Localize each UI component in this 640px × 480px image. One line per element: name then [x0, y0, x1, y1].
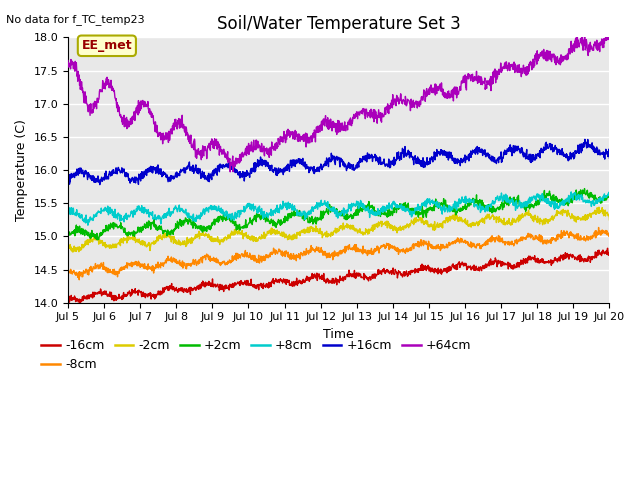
X-axis label: Time: Time	[323, 328, 354, 341]
Y-axis label: Temperature (C): Temperature (C)	[15, 119, 28, 221]
Text: EE_met: EE_met	[81, 39, 132, 52]
Title: Soil/Water Temperature Set 3: Soil/Water Temperature Set 3	[217, 15, 461, 33]
Text: No data for f_TC_temp23: No data for f_TC_temp23	[6, 14, 145, 25]
Legend: -16cm, -8cm, -2cm, +2cm, +8cm, +16cm, +64cm: -16cm, -8cm, -2cm, +2cm, +8cm, +16cm, +6…	[36, 334, 476, 376]
